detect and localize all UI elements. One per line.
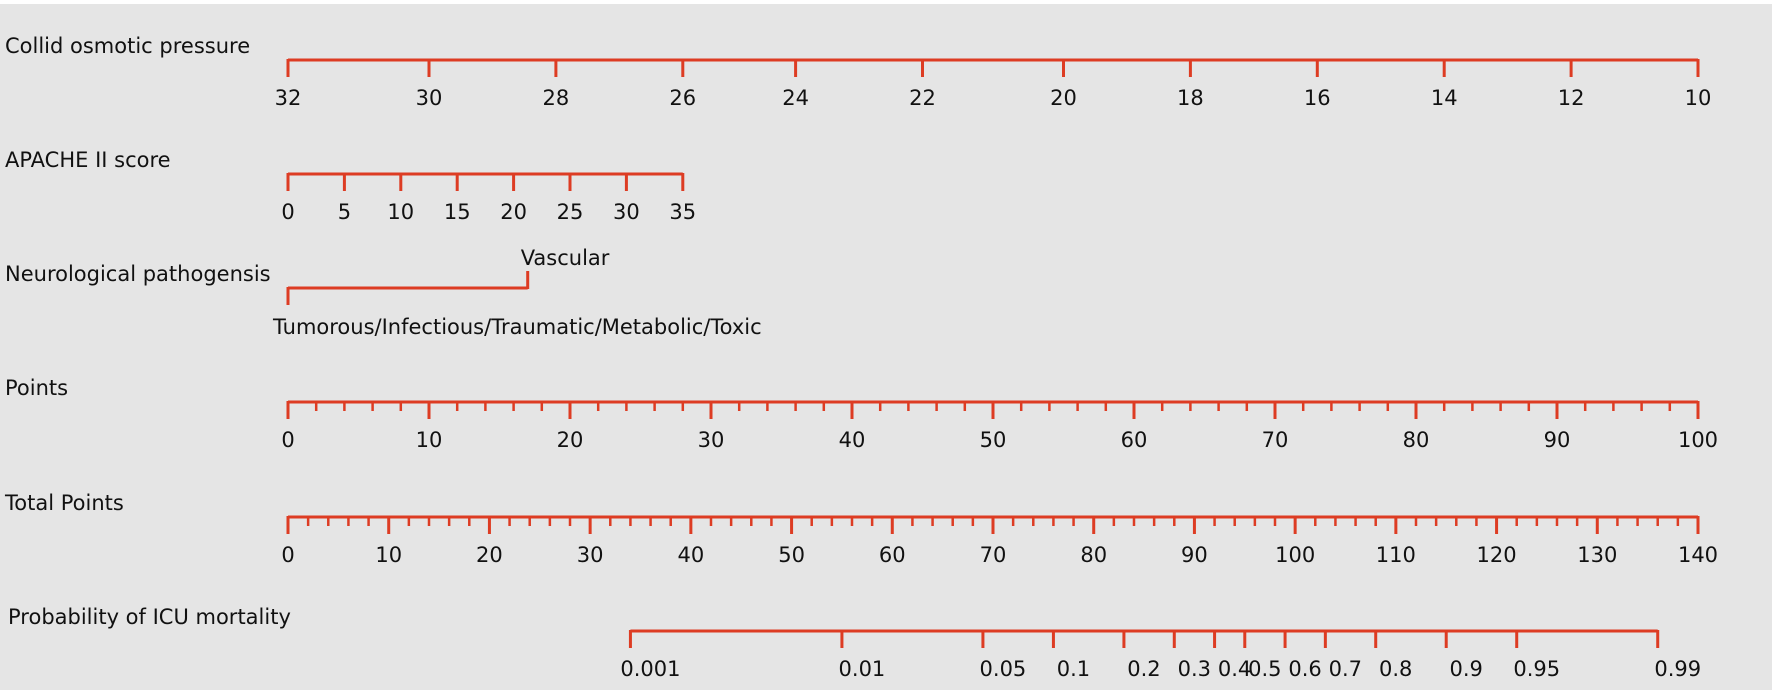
- scale-tick-label-cop: 20: [1050, 86, 1077, 110]
- scale-tick-label-points: 50: [980, 428, 1007, 452]
- scale-level-label-patho: Vascular: [521, 246, 610, 270]
- scale-name-prob: Probability of ICU mortality: [8, 605, 291, 629]
- scale-tick-label-points: 100: [1678, 428, 1718, 452]
- scale-tick-label-total: 60: [879, 543, 906, 567]
- scale-tick-label-total: 40: [677, 543, 704, 567]
- scale-tick-label-points: 30: [698, 428, 725, 452]
- scale-tick-label-prob: 0.01: [839, 657, 886, 681]
- scale-tick-label-points: 90: [1544, 428, 1571, 452]
- scale-tick-label-cop: 10: [1685, 86, 1712, 110]
- scale-tick-label-cop: 14: [1431, 86, 1458, 110]
- scale-tick-label-total: 130: [1577, 543, 1617, 567]
- scale-name-apache: APACHE II score: [5, 148, 171, 172]
- scale-tick-label-total: 110: [1376, 543, 1416, 567]
- scale-tick-label-points: 0: [281, 428, 294, 452]
- scale-name-points: Points: [5, 376, 68, 400]
- scale-tick-label-apache: 30: [613, 200, 640, 224]
- scale-tick-label-prob: 0.99: [1654, 657, 1701, 681]
- scale-tick-label-apache: 25: [557, 200, 584, 224]
- scale-tick-label-total: 30: [577, 543, 604, 567]
- scale-tick-label-cop: 28: [543, 86, 570, 110]
- scale-tick-label-prob: 0.1: [1057, 657, 1090, 681]
- scale-tick-label-apache: 35: [669, 200, 696, 224]
- scale-tick-label-prob: 0.05: [980, 657, 1027, 681]
- scale-tick-label-cop: 18: [1177, 86, 1204, 110]
- scale-tick-label-points: 20: [557, 428, 584, 452]
- scale-tick-label-total: 90: [1181, 543, 1208, 567]
- scale-tick-label-total: 0: [281, 543, 294, 567]
- nomogram-scales: Collid osmotic pressure 32 30 28 26 24 22 20 18 1…: [4, 34, 1718, 681]
- scale-tick-label-apache: 15: [444, 200, 471, 224]
- scale-tick-label-prob: 0.9: [1450, 657, 1483, 681]
- scale-tick-label-prob: 0.6: [1288, 657, 1321, 681]
- scale-tick-label-cop: 32: [275, 86, 302, 110]
- scale-tick-label-prob: 0.8: [1379, 657, 1412, 681]
- scale-tick-label-cop: 16: [1304, 86, 1331, 110]
- scale-tick-label-prob: 0.7: [1329, 657, 1362, 681]
- scale-tick-label-cop: 12: [1558, 86, 1585, 110]
- scale-tick-label-points: 60: [1121, 428, 1148, 452]
- scale-tick-label-apache: 0: [281, 200, 294, 224]
- scale-tick-label-points: 40: [839, 428, 866, 452]
- scale-name-patho: Neurological pathogensis: [5, 262, 271, 286]
- scale-tick-label-cop: 30: [416, 86, 443, 110]
- scale-tick-label-points: 80: [1403, 428, 1430, 452]
- scale-tick-label-total: 50: [778, 543, 805, 567]
- scale-tick-label-points: 10: [416, 428, 443, 452]
- scale-name-cop: Collid osmotic pressure: [5, 34, 250, 58]
- scale-name-total: Total Points: [4, 491, 124, 515]
- scale-tick-label-prob: 0.001: [620, 657, 680, 681]
- scale-tick-label-total: 120: [1477, 543, 1517, 567]
- scale-tick-label-prob: 0.4: [1218, 657, 1251, 681]
- scale-tick-label-prob: 0.2: [1127, 657, 1160, 681]
- scale-tick-label-prob: 0.5: [1248, 657, 1281, 681]
- scale-level-label-patho: Tumorous/Infectious/Traumatic/Metabolic/…: [272, 315, 762, 339]
- scale-tick-label-prob: 0.95: [1513, 657, 1560, 681]
- scale-tick-label-apache: 5: [338, 200, 351, 224]
- scale-tick-label-cop: 22: [909, 86, 936, 110]
- scale-tick-label-total: 70: [980, 543, 1007, 567]
- scale-tick-label-total: 80: [1080, 543, 1107, 567]
- scale-tick-label-total: 20: [476, 543, 503, 567]
- scale-tick-label-total: 10: [375, 543, 402, 567]
- scale-tick-label-cop: 26: [669, 86, 696, 110]
- scale-tick-label-total: 140: [1678, 543, 1718, 567]
- scale-tick-label-total: 100: [1275, 543, 1315, 567]
- scale-tick-label-apache: 10: [387, 200, 414, 224]
- scale-tick-label-cop: 24: [782, 86, 809, 110]
- scale-tick-label-points: 70: [1262, 428, 1289, 452]
- scale-tick-label-prob: 0.3: [1178, 657, 1211, 681]
- scale-tick-label-apache: 20: [500, 200, 527, 224]
- chart-panel-background: [0, 4, 1772, 690]
